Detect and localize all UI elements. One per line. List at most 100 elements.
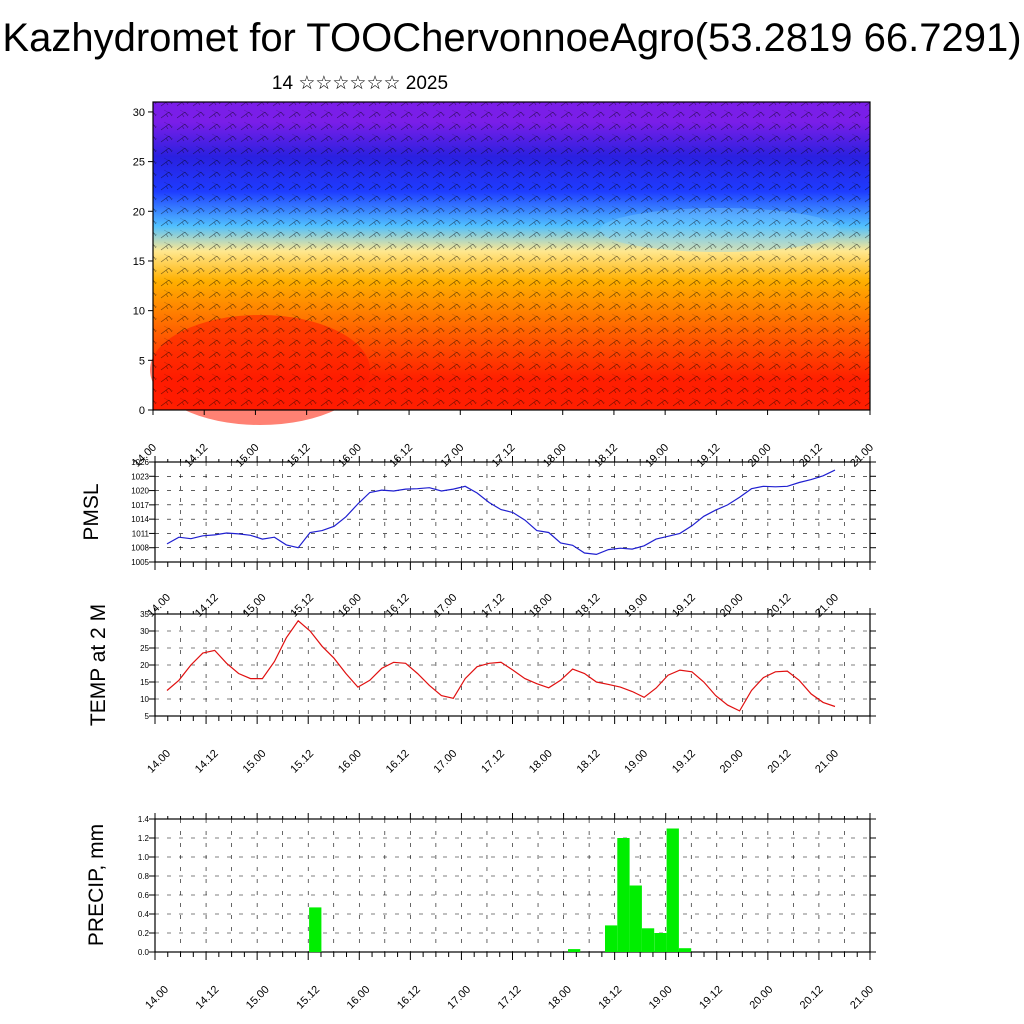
pmsl-x-tick-label: 18.12 bbox=[575, 592, 603, 620]
chart-title: Kazhydromet for TOOChervonnoeAgro(53.281… bbox=[2, 16, 1022, 60]
precip-x-tick-label: 18.00 bbox=[546, 984, 574, 1012]
precip-bar bbox=[605, 925, 618, 952]
heatmap-x-tick-label: 19.00 bbox=[643, 442, 671, 470]
precip-x-tick-label: 15.12 bbox=[294, 984, 322, 1012]
precip-x-tick-label: 21.00 bbox=[848, 984, 876, 1012]
heatmap-y-tick-label: 25 bbox=[133, 157, 145, 169]
temp-x-tick-label: 19.00 bbox=[622, 748, 650, 776]
precip-y-tick-label: 1.2 bbox=[138, 834, 150, 843]
heatmap-y-tick-label: 10 bbox=[133, 306, 145, 318]
precip-x-tick-label: 20.00 bbox=[747, 984, 775, 1012]
heatmap-y-tick-label: 30 bbox=[133, 107, 145, 119]
pmsl-y-tick-label: 1005 bbox=[131, 558, 149, 567]
precip-frame bbox=[154, 818, 871, 953]
pmsl-x-tick-label: 16.00 bbox=[336, 592, 364, 620]
precip-y-tick-label: 0.8 bbox=[138, 872, 150, 881]
pmsl-series-line bbox=[166, 469, 836, 556]
heatmap-x-tick-label: 16.00 bbox=[336, 442, 364, 470]
heatmap-y-tick-label: 5 bbox=[139, 355, 145, 367]
temp-x-tick-label: 19.12 bbox=[670, 748, 698, 776]
heatmap-x-tick-label: 18.12 bbox=[592, 442, 620, 470]
precip-y-tick-label: 1.4 bbox=[138, 815, 150, 824]
temp-x-tick-label: 15.00 bbox=[241, 748, 269, 776]
temp-x-tick-label: 18.00 bbox=[527, 748, 555, 776]
precip-x-tick-label: 19.00 bbox=[647, 984, 675, 1012]
temp-x-tick-label: 20.00 bbox=[718, 748, 746, 776]
precip-bar bbox=[666, 828, 679, 952]
precip-bar bbox=[568, 949, 581, 952]
pmsl-x-tick-label: 16.12 bbox=[384, 592, 412, 620]
heatmap-y-tick-label: 15 bbox=[133, 256, 145, 268]
precip-axis-label: PRECIP, mm bbox=[85, 824, 108, 946]
pmsl-x-tick-label: 19.00 bbox=[622, 592, 650, 620]
precip-y-tick-label: 0.0 bbox=[138, 948, 150, 957]
temp-x-tick-label: 16.12 bbox=[384, 748, 412, 776]
temp-y-tick-label: 35 bbox=[140, 610, 149, 619]
precip-y-tick-label: 0.6 bbox=[138, 891, 150, 900]
temp-x-tick-label: 14.12 bbox=[193, 748, 221, 776]
heatmap-y-tick-label: 0 bbox=[139, 405, 145, 417]
precip-panel: 0.0 0.2 0.4 0.6 0.8 1.0 1.2 1.4 PRECIP, mm 14.00 1… bbox=[85, 813, 876, 1012]
temp-y-tick-label: 15 bbox=[140, 678, 149, 687]
temp-x-tick-label: 20.12 bbox=[765, 748, 793, 776]
heatmap-x-tick-label: 20.12 bbox=[797, 442, 825, 470]
heatmap-x-tick-label: 19.12 bbox=[695, 442, 723, 470]
temp-y-tick-label: 20 bbox=[140, 661, 149, 670]
temp-axis-label: TEMP at 2 M bbox=[87, 604, 110, 726]
precip-x-tick-label: 17.12 bbox=[496, 984, 524, 1012]
temp-x-tick-label: 17.00 bbox=[431, 748, 459, 776]
temp-y-tick-label: 25 bbox=[140, 644, 149, 653]
heatmap-x-tick-label: 16.12 bbox=[387, 442, 415, 470]
precip-bar bbox=[629, 885, 642, 952]
precip-bar bbox=[678, 948, 692, 952]
pmsl-x-tick-label: 15.12 bbox=[288, 592, 316, 620]
precip-x-tick-label: 18.12 bbox=[596, 984, 624, 1012]
precip-x-tick-label: 15.00 bbox=[244, 984, 272, 1012]
pmsl-y-tick-label: 1014 bbox=[131, 515, 149, 524]
pmsl-panel: 1005 1008 1011 1014 1017 1020 1023 1026 PMSL 14.0… bbox=[80, 456, 876, 620]
pmsl-y-tick-label: 1020 bbox=[131, 487, 149, 496]
heatmap-y-tick-label: 20 bbox=[133, 206, 145, 218]
temp-x-tick-label: 14.00 bbox=[145, 748, 173, 776]
precip-x-tick-label: 16.12 bbox=[395, 984, 423, 1012]
heatmap-x-tick-label: 20.00 bbox=[746, 442, 774, 470]
precip-x-tick-label: 14.12 bbox=[194, 984, 222, 1012]
precip-bar bbox=[654, 933, 667, 952]
pmsl-x-tick-label: 21.00 bbox=[813, 592, 841, 620]
temp-y-tick-label: 5 bbox=[145, 712, 150, 721]
pmsl-y-tick-label: 1017 bbox=[131, 501, 149, 510]
temp-x-tick-label: 17.12 bbox=[479, 748, 507, 776]
precip-x-tick-label: 14.00 bbox=[143, 984, 171, 1012]
pmsl-x-tick-label: 15.00 bbox=[241, 592, 269, 620]
wind-barbs bbox=[153, 102, 870, 410]
temp-series-line bbox=[166, 619, 836, 712]
pmsl-y-tick-label: 1008 bbox=[131, 544, 149, 553]
pmsl-x-tick-label: 14.12 bbox=[193, 592, 221, 620]
heatmap-x-tick-label: 15.12 bbox=[285, 442, 313, 470]
temp-x-tick-label: 15.12 bbox=[288, 748, 316, 776]
pmsl-x-tick-label: 17.12 bbox=[479, 592, 507, 620]
precip-y-tick-label: 0.4 bbox=[138, 910, 150, 919]
temp-y-tick-label: 10 bbox=[140, 695, 149, 704]
temp-x-tick-label: 18.12 bbox=[575, 748, 603, 776]
pmsl-x-tick-label: 20.00 bbox=[718, 592, 746, 620]
precip-x-tick-label: 17.00 bbox=[445, 984, 473, 1012]
precip-x-tick-label: 19.12 bbox=[697, 984, 725, 1012]
heatmap-x-tick-label: 21.00 bbox=[848, 442, 876, 470]
temp-y-tick-label: 30 bbox=[140, 627, 149, 636]
precip-y-tick-label: 0.2 bbox=[138, 929, 150, 938]
precip-bar bbox=[309, 907, 322, 953]
pmsl-x-tick-label: 14.00 bbox=[145, 592, 173, 620]
pmsl-y-tick-label: 1026 bbox=[131, 458, 149, 467]
temp-x-tick-label: 16.00 bbox=[336, 748, 364, 776]
precip-x-tick-label: 16.00 bbox=[345, 984, 373, 1012]
precip-bar bbox=[641, 928, 655, 953]
temp-x-tick-label: 21.00 bbox=[813, 748, 841, 776]
chart-subtitle: 14 ☆☆☆☆☆☆ 2025 bbox=[271, 73, 449, 94]
precip-x-tick-label: 20.12 bbox=[798, 984, 826, 1012]
heatmap-x-tick-label: 17.00 bbox=[438, 442, 466, 470]
heatmap-x-tick-label: 17.12 bbox=[490, 442, 518, 470]
precip-y-tick-label: 1.0 bbox=[138, 853, 150, 862]
